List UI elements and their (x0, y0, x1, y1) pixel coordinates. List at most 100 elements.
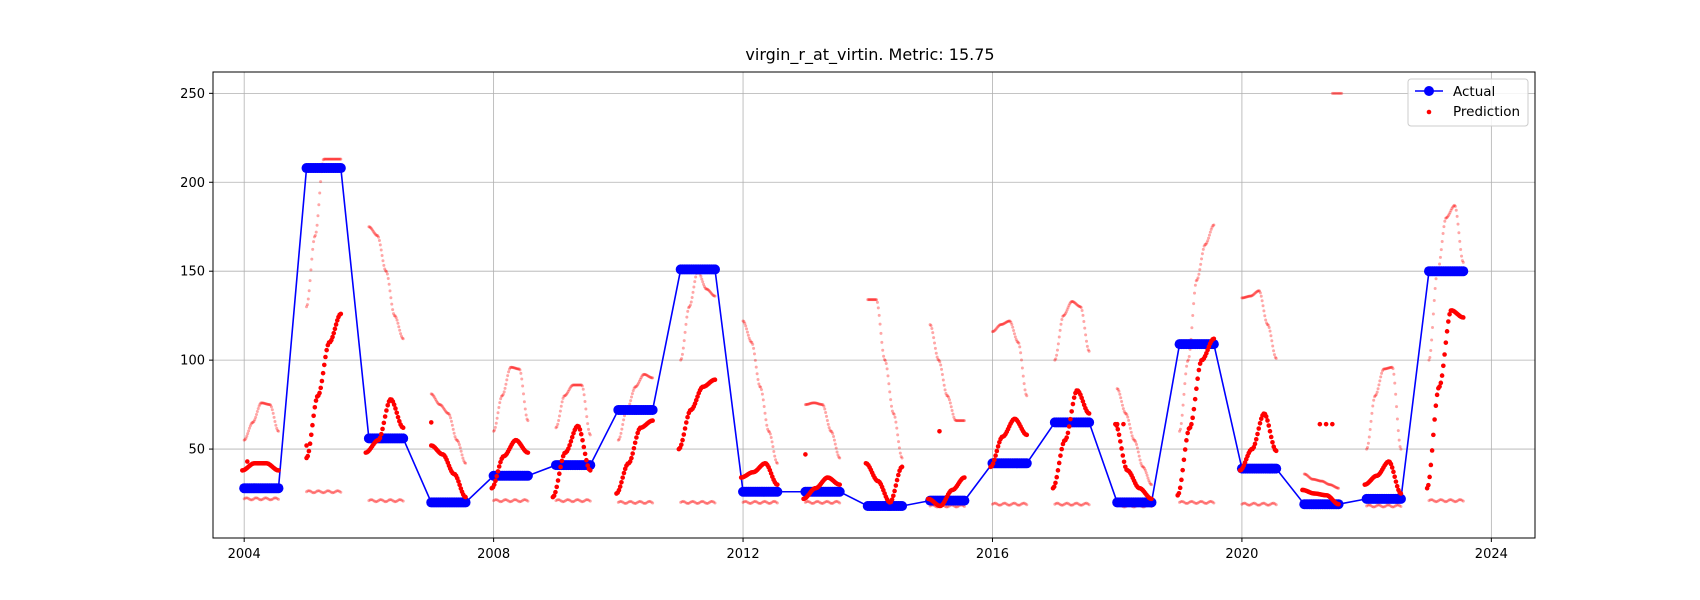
prediction-faint-point (500, 499, 504, 503)
prediction-faint-point (708, 289, 712, 293)
prediction-faint-point (945, 393, 949, 397)
prediction-point (1427, 474, 1432, 480)
prediction-faint-point (1183, 382, 1187, 386)
prediction-faint-point (816, 499, 820, 503)
prediction-faint-point (578, 383, 582, 387)
prediction-faint-point (1370, 504, 1374, 508)
prediction-faint-point (255, 496, 259, 500)
prediction-faint-point (378, 243, 382, 247)
prediction-faint-point (382, 499, 386, 503)
prediction-faint-point (836, 453, 840, 457)
prediction-faint-point (946, 505, 950, 509)
prediction-point (491, 482, 497, 487)
prediction-faint-point (306, 489, 310, 493)
prediction-faint-point (1429, 348, 1433, 352)
prediction-faint-point (1370, 411, 1374, 415)
prediction-faint-point (1082, 502, 1086, 506)
prediction-faint-point (331, 491, 335, 495)
prediction-faint-point (1185, 359, 1189, 363)
prediction-faint-point (439, 403, 443, 407)
prediction-faint-point (397, 325, 401, 329)
prediction-faint-point (305, 303, 309, 307)
prediction-faint-point (1437, 499, 1441, 503)
prediction-point (333, 322, 339, 327)
prediction-faint-point (1257, 289, 1261, 293)
prediction-faint-point (510, 365, 514, 369)
prediction-faint-point (742, 500, 746, 504)
prediction-point (1267, 428, 1273, 434)
prediction-faint-point (1335, 486, 1339, 490)
prediction-faint-point (694, 275, 698, 279)
prediction-faint-point (251, 420, 255, 424)
prediction-faint-point (1460, 254, 1464, 258)
prediction-faint-point (684, 501, 688, 505)
prediction-faint-point (993, 501, 997, 505)
prediction-faint-point (630, 392, 634, 396)
prediction-faint-point (747, 336, 751, 340)
prediction-faint-point (244, 496, 248, 500)
prediction-faint-point (712, 500, 716, 504)
prediction-point (630, 451, 635, 456)
prediction-faint-point (618, 500, 622, 504)
prediction-faint-point (1244, 502, 1248, 506)
prediction-faint-point (705, 287, 709, 291)
prediction-faint-point (526, 419, 530, 423)
prediction-faint-point (1077, 304, 1081, 308)
actual-point (709, 264, 720, 275)
prediction-faint-point (950, 409, 954, 413)
prediction-faint-point (1392, 372, 1396, 376)
prediction-faint-point (636, 500, 640, 504)
prediction-faint-point (1263, 314, 1267, 318)
prediction-point (1336, 501, 1341, 507)
prediction-faint-point (1439, 498, 1443, 502)
prediction-faint-point (317, 489, 321, 493)
prediction-faint-point (377, 235, 381, 239)
prediction-faint-point (930, 326, 934, 330)
prediction-faint-point (1251, 501, 1255, 505)
prediction-faint-point (1336, 486, 1340, 490)
prediction-faint-point (1380, 371, 1384, 375)
prediction-faint-point (1328, 483, 1332, 487)
prediction-faint-point (629, 499, 633, 503)
prediction-point (1447, 311, 1452, 317)
prediction-faint-point (339, 157, 343, 161)
prediction-faint-point (399, 332, 403, 336)
x-axis: 2004 2008 2012 2016 2020 2024 (228, 538, 1508, 562)
prediction-faint-point (333, 490, 337, 494)
prediction-faint-point (256, 496, 260, 500)
prediction-faint-point (685, 315, 689, 319)
prediction-faint-point (1206, 500, 1210, 504)
prediction-faint-point (1082, 319, 1086, 323)
prediction-faint-point (1000, 322, 1004, 326)
prediction-faint-point (897, 440, 901, 444)
prediction-point (331, 330, 337, 336)
prediction-faint-point (1003, 501, 1007, 505)
prediction-point (616, 487, 622, 493)
prediction-faint-point (1446, 214, 1450, 218)
prediction-faint-point (559, 499, 563, 503)
prediction-faint-point (753, 358, 757, 362)
prediction-faint-point (308, 279, 312, 283)
prediction-faint-point (306, 297, 310, 301)
prediction-faint-point (648, 499, 652, 503)
prediction-faint-point (523, 407, 527, 411)
prediction-point (1460, 315, 1466, 320)
prediction-faint-point (376, 234, 380, 238)
prediction-faint-point (1324, 481, 1328, 485)
prediction-faint-point (1020, 358, 1024, 362)
prediction-faint-point (375, 233, 379, 237)
prediction-faint-point (692, 500, 696, 504)
prediction-point (525, 450, 531, 455)
prediction-faint-point (442, 408, 446, 412)
prediction-faint-point (1310, 477, 1314, 481)
prediction-faint-point (252, 420, 256, 424)
prediction-faint-point (1019, 502, 1023, 506)
prediction-faint-point (757, 382, 761, 386)
prediction-faint-point (1012, 332, 1016, 336)
prediction-faint-point (339, 490, 343, 494)
prediction-faint-point (1080, 503, 1084, 507)
prediction-point (1118, 439, 1123, 444)
prediction-point (891, 493, 896, 499)
prediction-faint-point (1441, 498, 1445, 502)
prediction-faint-point (1015, 339, 1019, 343)
